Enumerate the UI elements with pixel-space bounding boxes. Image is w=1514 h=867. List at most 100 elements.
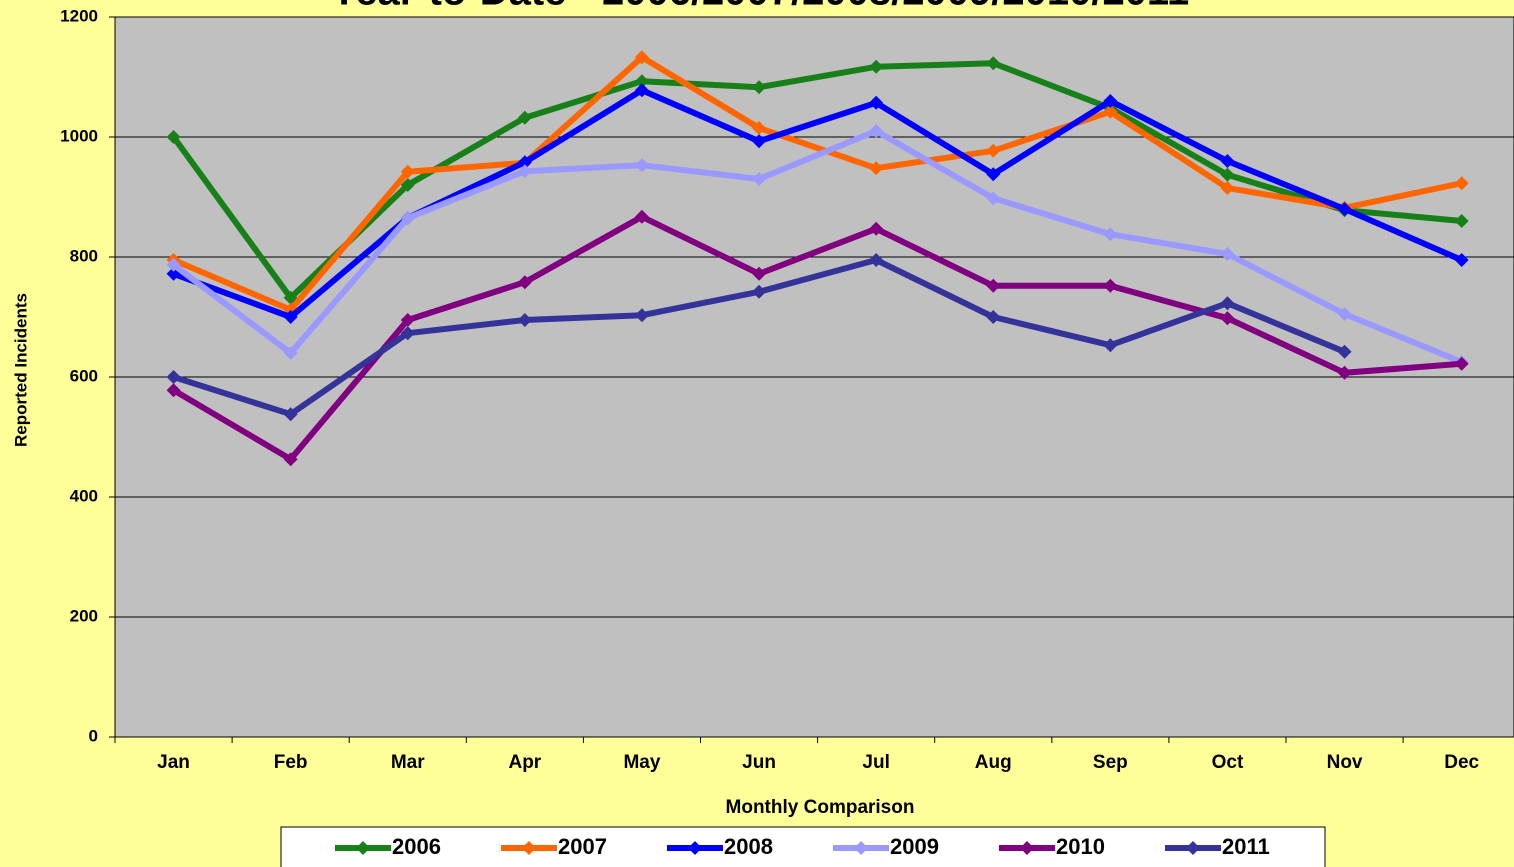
x-tick-label: Dec: [1444, 752, 1479, 773]
data-point: [869, 124, 884, 138]
data-point: [400, 164, 415, 179]
x-tick-label: Jan: [157, 752, 190, 773]
data-point: [1337, 344, 1352, 359]
data-point: [1454, 214, 1469, 228]
data-point: [634, 308, 649, 323]
y-tick-label: 1200: [60, 6, 98, 25]
series-line: [171, 60, 1462, 301]
data-point: [517, 110, 532, 125]
data-point: [1337, 365, 1352, 380]
legend: [280, 826, 1326, 867]
data-point: [283, 310, 298, 324]
data-point: [1220, 167, 1235, 182]
y-tick-label: 200: [70, 606, 98, 625]
data-point: [400, 178, 415, 192]
data-point: [986, 310, 1001, 324]
data-point: [1337, 202, 1352, 216]
data-point: [1220, 311, 1235, 326]
series-line: [172, 54, 1463, 313]
data-point: [1103, 338, 1118, 353]
legend-label: 2006: [392, 834, 441, 859]
y-tick-label: 0: [89, 726, 98, 745]
data-point: [752, 80, 767, 95]
data-point: [1220, 181, 1235, 195]
data-point: [1337, 307, 1352, 321]
data-point: [634, 74, 649, 89]
series-line: [172, 87, 1463, 320]
data-point: [283, 346, 298, 360]
data-point: [1220, 154, 1235, 168]
data-point: [986, 167, 1001, 182]
data-point: [752, 121, 767, 135]
data-point: [869, 253, 884, 267]
legend-label: 2011: [1222, 834, 1270, 859]
data-point: [1103, 94, 1118, 108]
legend-marker: [688, 841, 702, 855]
data-point: [986, 56, 1001, 71]
data-point: [1220, 296, 1235, 311]
data-point: [1103, 104, 1118, 119]
data-point: [1454, 176, 1469, 191]
legend-label: 2008: [724, 834, 773, 859]
data-point: [166, 130, 181, 144]
legend-marker: [1186, 841, 1200, 855]
data-point: [634, 158, 649, 173]
x-axis-label: Monthly Comparison: [726, 797, 915, 818]
data-point: [166, 370, 181, 384]
x-tick-label: Mar: [391, 752, 425, 773]
data-point: [1220, 247, 1235, 261]
data-point: [869, 161, 884, 176]
data-point: [517, 313, 532, 327]
data-point: [634, 209, 649, 224]
data-point: [1103, 227, 1118, 242]
x-tick-label: Feb: [274, 752, 308, 773]
data-point: [283, 452, 298, 467]
data-point: [400, 313, 415, 327]
legend-label: 2009: [890, 834, 939, 859]
legend-marker: [854, 841, 868, 855]
x-tick-label: Sep: [1093, 752, 1128, 773]
data-point: [986, 143, 1001, 158]
data-point: [517, 164, 532, 179]
x-tick-label: Nov: [1327, 752, 1363, 773]
chart-title: Year-to-Date - 2006/2007/2008/2009/2010/…: [331, 0, 1189, 14]
y-tick-label: 800: [70, 246, 98, 265]
data-point: [634, 50, 649, 65]
data-point: [869, 95, 884, 110]
legend-label: 2007: [558, 834, 607, 859]
data-point: [752, 266, 767, 281]
data-point: [752, 134, 767, 149]
x-tick-label: Apr: [508, 752, 541, 773]
data-point: [986, 191, 1001, 206]
legend-label: 2010: [1056, 834, 1105, 859]
y-axis-label: Reported Incidents: [11, 293, 30, 447]
data-point: [1103, 278, 1118, 293]
y-tick-label: 400: [70, 486, 98, 505]
data-point: [869, 59, 884, 74]
series-line: [171, 128, 1463, 365]
x-tick-label: Oct: [1212, 752, 1244, 773]
legend-marker: [1020, 841, 1034, 855]
data-point: [986, 278, 1001, 293]
y-tick-label: 1000: [60, 126, 98, 145]
legend-marker: [356, 841, 370, 855]
data-point: [1454, 253, 1469, 267]
y-tick-label: 600: [70, 366, 98, 385]
data-point: [517, 275, 532, 290]
data-point: [166, 383, 181, 398]
x-tick-label: Jun: [742, 752, 776, 773]
x-tick-label: Jul: [862, 752, 889, 773]
data-point: [400, 326, 415, 341]
x-tick-label: May: [623, 752, 660, 773]
legend-marker: [522, 841, 536, 855]
data-point: [752, 284, 767, 299]
data-point: [869, 221, 884, 236]
data-point: [1454, 356, 1469, 371]
data-point: [283, 407, 298, 422]
data-point: [400, 211, 415, 225]
data-point: [166, 257, 181, 272]
data-point: [752, 172, 767, 186]
x-tick-label: Aug: [975, 752, 1012, 773]
data-point: [634, 83, 649, 98]
